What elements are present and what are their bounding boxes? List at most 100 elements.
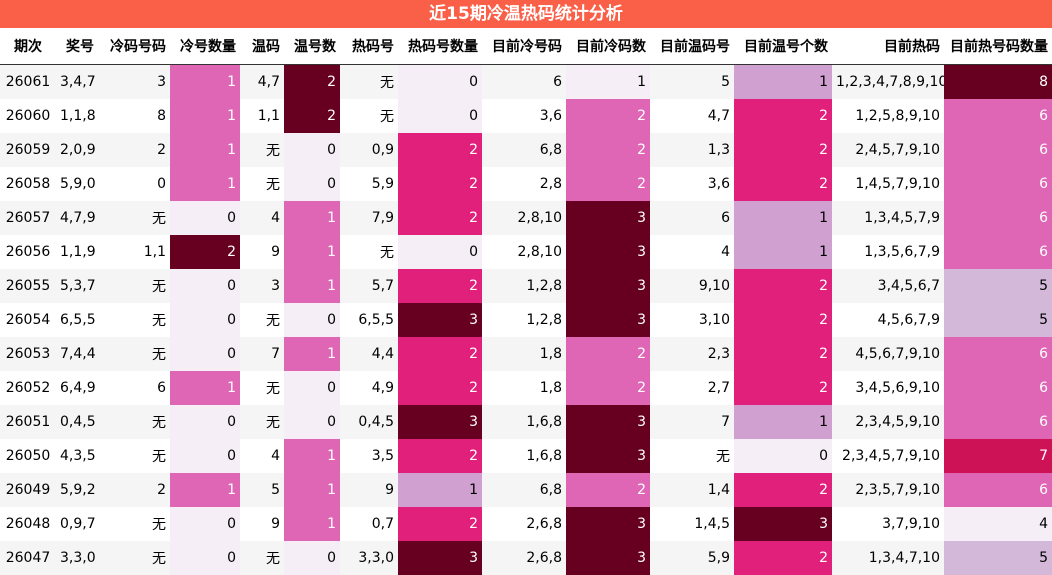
- table-cell: 2: [566, 337, 650, 371]
- table-cell: 2: [734, 133, 832, 167]
- table-cell: 无: [240, 405, 284, 439]
- table-cell: 7: [650, 405, 734, 439]
- table-cell: 26049: [0, 473, 56, 507]
- table-title: 近15期冷温热码统计分析: [0, 0, 1052, 28]
- table-cell: 1: [734, 405, 832, 439]
- column-header: 温号数: [284, 28, 340, 65]
- stats-table: 期次奖号冷码号码冷号数量温码温号数热码号热码号数量目前冷号码目前冷码数目前温码号…: [0, 28, 1052, 575]
- table-cell: 2: [566, 371, 650, 405]
- table-cell: 0,7: [340, 507, 398, 541]
- table-cell: 3: [398, 303, 482, 337]
- table-cell: 2: [398, 201, 482, 235]
- table-cell: 1,6,8: [482, 439, 566, 473]
- table-cell: 2: [734, 473, 832, 507]
- table-cell: 4,7: [650, 99, 734, 133]
- table-cell: 26059: [0, 133, 56, 167]
- table-cell: 无: [98, 303, 170, 337]
- table-cell: 5: [944, 541, 1052, 575]
- table-cell: 6,8: [482, 473, 566, 507]
- table-cell: 0,9: [340, 133, 398, 167]
- table-cell: 0: [170, 269, 240, 303]
- table-cell: 5: [944, 269, 1052, 303]
- table-cell: 1: [566, 65, 650, 100]
- table-cell: 1,6,8: [482, 405, 566, 439]
- table-cell: 4,3,5: [56, 439, 98, 473]
- table-cell: 1,4,5,7,9,10: [832, 167, 944, 201]
- table-cell: 0: [398, 99, 482, 133]
- table-cell: 2,4,5,7,9,10: [832, 133, 944, 167]
- table-cell: 无: [650, 439, 734, 473]
- table-cell: 3,10: [650, 303, 734, 337]
- header-row: 期次奖号冷码号码冷号数量温码温号数热码号热码号数量目前冷号码目前冷码数目前温码号…: [0, 28, 1052, 65]
- table-cell: 2: [734, 371, 832, 405]
- table-cell: 26061: [0, 65, 56, 100]
- table-cell: 5: [650, 65, 734, 100]
- table-cell: 6: [944, 405, 1052, 439]
- table-cell: 0,9,7: [56, 507, 98, 541]
- table-cell: 9,10: [650, 269, 734, 303]
- table-cell: 3,3,0: [340, 541, 398, 575]
- table-cell: 2: [734, 541, 832, 575]
- table-cell: 3,7,9,10: [832, 507, 944, 541]
- table-cell: 2: [284, 99, 340, 133]
- table-cell: 4: [944, 507, 1052, 541]
- table-cell: 无: [240, 541, 284, 575]
- table-cell: 9: [240, 235, 284, 269]
- table-cell: 26056: [0, 235, 56, 269]
- table-cell: 2: [734, 337, 832, 371]
- table-cell: 7: [944, 439, 1052, 473]
- table-cell: 2: [98, 133, 170, 167]
- table-cell: 4,7: [240, 65, 284, 100]
- table-cell: 3: [566, 235, 650, 269]
- table-cell: 26054: [0, 303, 56, 337]
- table-cell: 3: [734, 507, 832, 541]
- table-cell: 2,6,8: [482, 541, 566, 575]
- table-cell: 1,3,5,6,7,9: [832, 235, 944, 269]
- table-cell: 0: [284, 303, 340, 337]
- table-cell: 1,2,8: [482, 303, 566, 337]
- table-cell: 2: [170, 235, 240, 269]
- table-cell: 无: [98, 201, 170, 235]
- table-cell: 7,4,4: [56, 337, 98, 371]
- table-cell: 3: [240, 269, 284, 303]
- table-cell: 6: [98, 371, 170, 405]
- table-cell: 26055: [0, 269, 56, 303]
- table-cell: 2,8: [482, 167, 566, 201]
- table-cell: 9: [240, 507, 284, 541]
- table-cell: 无: [340, 235, 398, 269]
- table-cell: 2: [398, 133, 482, 167]
- table-cell: 0,4,5: [340, 405, 398, 439]
- table-cell: 1: [170, 473, 240, 507]
- table-cell: 6: [944, 167, 1052, 201]
- table-cell: 1: [284, 269, 340, 303]
- table-cell: 无: [98, 269, 170, 303]
- table-cell: 5: [944, 303, 1052, 337]
- table-cell: 无: [98, 337, 170, 371]
- table-cell: 4,4: [340, 337, 398, 371]
- table-cell: 8: [98, 99, 170, 133]
- table-cell: 0: [284, 133, 340, 167]
- table-cell: 0: [734, 439, 832, 473]
- table-cell: 无: [240, 371, 284, 405]
- table-cell: 2: [398, 439, 482, 473]
- table-cell: 1: [170, 371, 240, 405]
- table-cell: 7,9: [340, 201, 398, 235]
- table-cell: 1,1,8: [56, 99, 98, 133]
- table-cell: 6: [944, 337, 1052, 371]
- table-cell: 26060: [0, 99, 56, 133]
- table-cell: 2,8,10: [482, 201, 566, 235]
- column-header: 目前温号个数: [734, 28, 832, 65]
- table-cell: 6,5,5: [56, 303, 98, 337]
- table-cell: 4,5,6,7,9: [832, 303, 944, 337]
- table-cell: 3,3,0: [56, 541, 98, 575]
- column-header: 目前冷码数: [566, 28, 650, 65]
- table-cell: 26048: [0, 507, 56, 541]
- table-cell: 2: [566, 473, 650, 507]
